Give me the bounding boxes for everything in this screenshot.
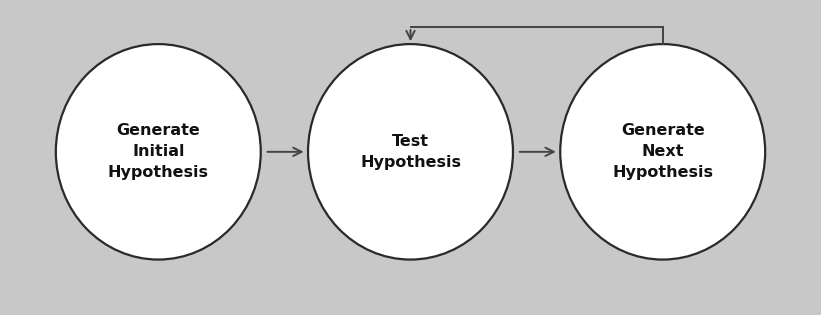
Text: Generate
Initial
Hypothesis: Generate Initial Hypothesis [108, 123, 209, 180]
Ellipse shape [308, 44, 513, 260]
Ellipse shape [560, 44, 765, 260]
Text: Test
Hypothesis: Test Hypothesis [360, 134, 461, 170]
Text: Generate
Next
Hypothesis: Generate Next Hypothesis [612, 123, 713, 180]
Ellipse shape [56, 44, 261, 260]
